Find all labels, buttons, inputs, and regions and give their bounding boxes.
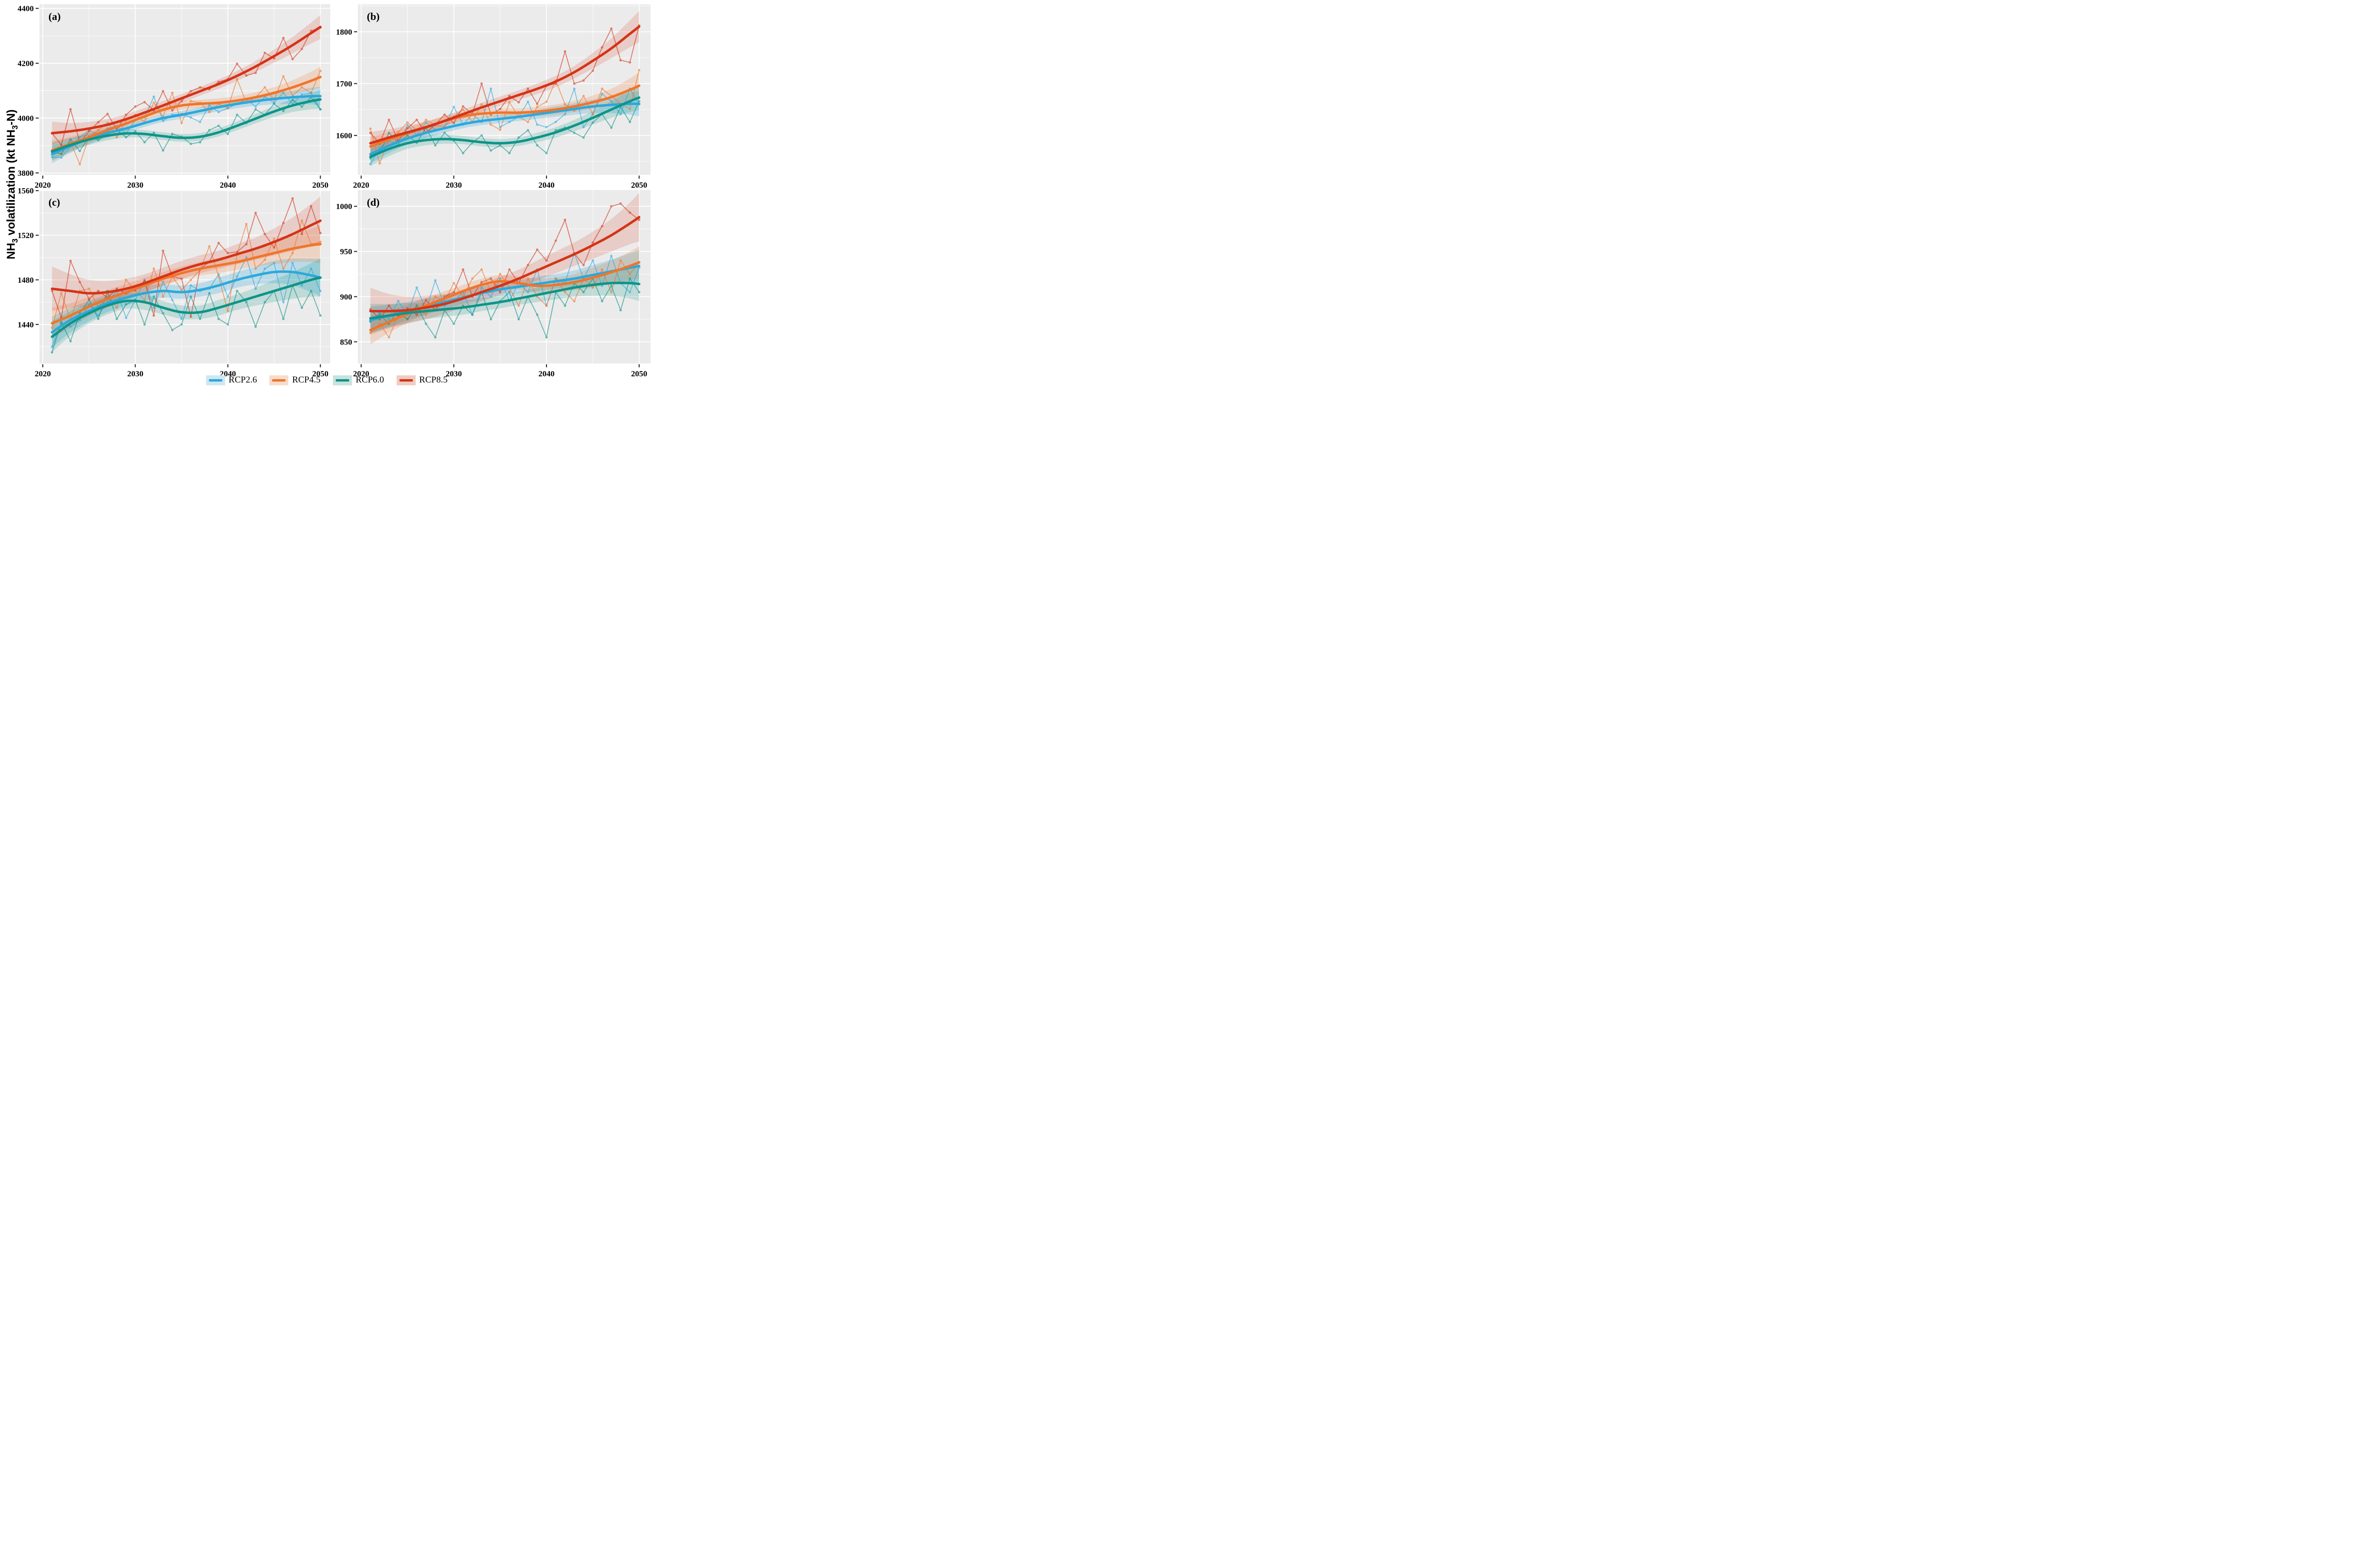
figure-nh3-volatilization: 4400 4200 4000 3800 2020 2030 2040 2050 (a) 1800 1… — [0, 0, 653, 392]
smooth-line-rcp85-panel-c — [50, 219, 322, 295]
legend-label-rcp26: RCP2.6 — [229, 375, 257, 385]
y-tick-label: 1600 — [336, 131, 352, 140]
panel-label-b: (b) — [367, 10, 380, 22]
x-tick-label: 2030 — [446, 181, 462, 190]
y-axis-title: NH3 volatilization (kt NH3-N) — [5, 109, 19, 259]
legend-label-rcp45: RCP4.5 — [292, 375, 321, 385]
legend-key-rcp85-swatch — [396, 375, 416, 385]
legend-key-rcp26-line — [209, 379, 222, 382]
x-tick-label: 2020 — [35, 181, 51, 190]
legend-item-rcp85: RCP8.5 — [396, 375, 448, 385]
panel-b: 1800 1700 1600 2020 2030 2040 2050 (b) — [336, 4, 651, 190]
legend-label-rcp60: RCP6.0 — [355, 375, 384, 385]
panel-d: 1000 950 900 850 2020 2030 2040 2050 (d) — [336, 190, 651, 378]
panel-label-a: (a) — [48, 10, 61, 22]
legend-key-rcp60-line — [335, 379, 349, 382]
smooth-line-rcp26-panel-c — [50, 270, 322, 334]
legend-key-rcp26-swatch — [206, 375, 225, 385]
y-tick-label: 950 — [340, 247, 353, 256]
legend-item-rcp60: RCP6.0 — [333, 375, 384, 385]
smooth-line-rcp85-panel-b — [369, 25, 641, 144]
smooth-line-rcp26-panel-b — [369, 102, 641, 155]
x-tick-label: 2050 — [312, 369, 328, 378]
x-tick-label: 2040 — [538, 369, 555, 378]
y-tick-label: 1520 — [18, 231, 34, 240]
smooth-line-rcp85-panel-d — [369, 216, 641, 313]
y-tick-label: 3800 — [18, 169, 34, 178]
smooth-line-rcp26-panel-a — [50, 95, 322, 156]
x-tick-label: 2020 — [35, 369, 51, 378]
x-tick-label: 2030 — [127, 181, 144, 190]
y-tick-label: 1000 — [336, 202, 352, 211]
x-tick-label: 2030 — [446, 369, 462, 378]
x-tick-label: 2050 — [631, 369, 647, 378]
smooth-line-rcp60-panel-c — [50, 276, 322, 338]
x-tick-label: 2050 — [312, 181, 328, 190]
smooth-line-rcp60-panel-d — [369, 281, 641, 320]
y-tick-label: 4200 — [18, 59, 34, 68]
x-tick-label: 2050 — [631, 181, 647, 190]
legend-label-rcp85: RCP8.5 — [419, 375, 448, 385]
legend-key-rcp85-line — [399, 379, 413, 382]
legend: RCP2.6 RCP4.5 RCP6.0 RCP8.5 — [206, 375, 448, 385]
y-tick-label: 4400 — [18, 4, 34, 13]
smooth-line-rcp45-panel-a — [50, 76, 322, 152]
y-tick-label: 1480 — [18, 276, 34, 285]
y-tick-label: 900 — [340, 292, 353, 301]
legend-key-rcp60-swatch — [333, 375, 352, 385]
x-tick-label: 2020 — [353, 181, 369, 190]
y-tick-label: 850 — [340, 337, 353, 346]
panel-label-d: (d) — [367, 196, 380, 208]
legend-key-rcp45-line — [272, 379, 286, 382]
smooth-line-rcp60-panel-a — [50, 98, 322, 153]
legend-item-rcp45: RCP4.5 — [269, 375, 321, 385]
legend-item-rcp26: RCP2.6 — [206, 375, 257, 385]
y-tick-label: 4000 — [18, 114, 34, 123]
smooth-line-rcp85-panel-a — [50, 26, 322, 134]
x-tick-label: 2030 — [127, 369, 144, 378]
x-tick-label: 2040 — [538, 181, 555, 190]
y-tick-label: 1700 — [336, 79, 352, 88]
panel-label-c: (c) — [48, 196, 60, 208]
x-tick-label: 2040 — [220, 181, 236, 190]
legend-key-rcp45-swatch — [269, 375, 288, 385]
y-tick-label: 1800 — [336, 28, 352, 37]
y-tick-label: 1560 — [18, 186, 34, 195]
smooth-line-rcp60-panel-b — [369, 96, 641, 158]
smooth-line-rcp45-panel-c — [50, 243, 322, 325]
y-tick-label: 1440 — [18, 320, 34, 329]
x-tick-label: 2020 — [353, 369, 369, 378]
